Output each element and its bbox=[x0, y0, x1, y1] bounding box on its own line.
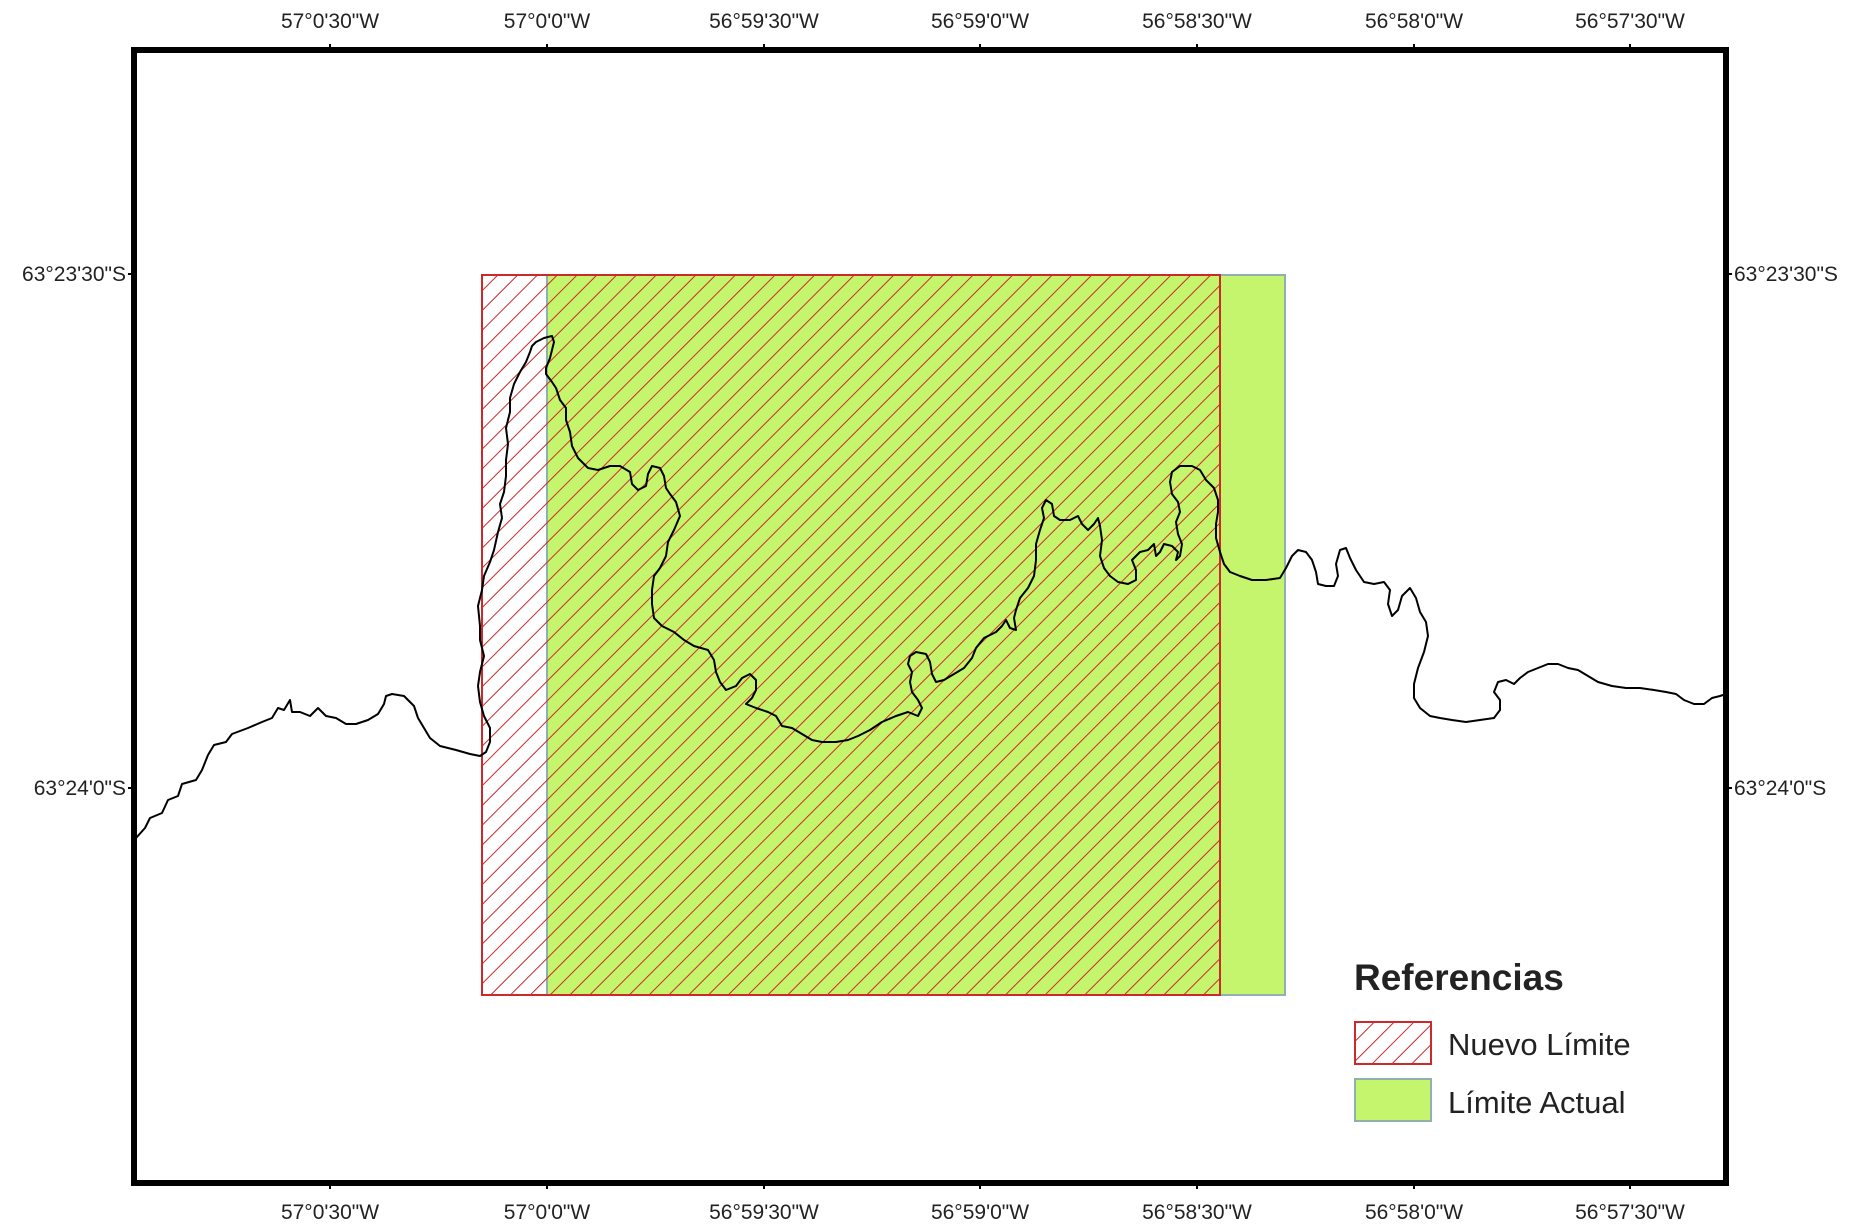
bottom-tick-label: 56°59'30"W bbox=[709, 1201, 819, 1224]
legend-swatch-limite-actual bbox=[1354, 1078, 1432, 1122]
legend: Referencias Nuevo Límite Límite Actual bbox=[1354, 957, 1631, 1122]
top-tick-label: 57°0'0"W bbox=[504, 10, 591, 33]
right-tick-label: 63°23'30"S bbox=[1734, 263, 1838, 286]
legend-title: Referencias bbox=[1354, 957, 1564, 998]
top-tick-label: 56°59'0"W bbox=[931, 10, 1029, 33]
legend-label-limite-actual: Límite Actual bbox=[1448, 1085, 1625, 1120]
bottom-tick-label: 56°58'30"W bbox=[1142, 1201, 1252, 1224]
legend-label-nuevo-limite: Nuevo Límite bbox=[1448, 1027, 1631, 1062]
left-tick-label: 63°23'30"S bbox=[22, 263, 126, 286]
top-tick-label: 56°59'30"W bbox=[709, 10, 819, 33]
top-tick-label: 56°58'0"W bbox=[1365, 10, 1463, 33]
coastline bbox=[135, 335, 1726, 839]
right-tick-label: 63°24'0"S bbox=[1734, 777, 1826, 800]
left-tick-label: 63°24'0"S bbox=[34, 777, 126, 800]
left-ticks: 63°23'30"S 63°24'0"S bbox=[22, 263, 134, 800]
nuevo-limite-area bbox=[481, 274, 1221, 996]
bottom-tick-label: 57°0'30"W bbox=[281, 1201, 379, 1224]
top-tick-label: 56°58'30"W bbox=[1142, 10, 1252, 33]
bottom-tick-label: 57°0'0"W bbox=[504, 1201, 591, 1224]
bottom-ticks: 57°0'30"W 57°0'0"W 56°59'30"W 56°59'0"W … bbox=[281, 1183, 1685, 1224]
top-tick-label: 56°57'30"W bbox=[1575, 10, 1685, 33]
right-ticks: 63°23'30"S 63°24'0"S bbox=[1726, 263, 1838, 800]
legend-swatch-nuevo-limite bbox=[1354, 1021, 1432, 1065]
top-ticks: 57°0'30"W 57°0'0"W 56°59'30"W 56°59'0"W … bbox=[281, 10, 1685, 50]
bottom-tick-label: 56°58'0"W bbox=[1365, 1201, 1463, 1224]
bottom-tick-label: 56°57'30"W bbox=[1575, 1201, 1685, 1224]
top-tick-label: 57°0'30"W bbox=[281, 10, 379, 33]
bottom-tick-label: 56°59'0"W bbox=[931, 1201, 1029, 1224]
